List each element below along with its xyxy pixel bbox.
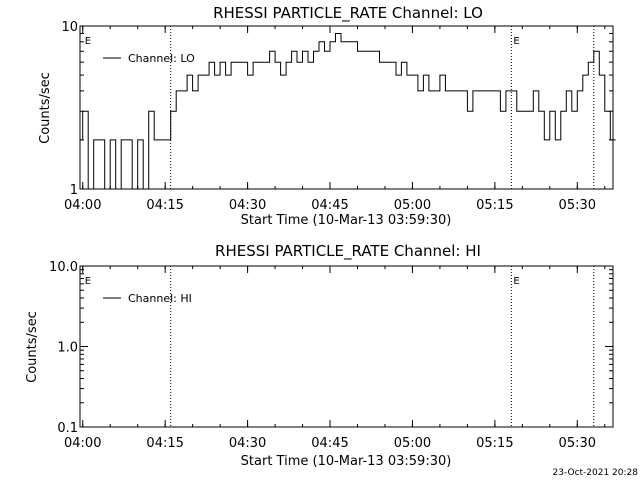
top-x-axis-label: Start Time (10-Mar-13 03:59:30) — [241, 213, 452, 228]
top-y-axis-label: Counts/sec — [38, 72, 53, 144]
bottom-y-tick-label: 1.0 — [57, 341, 78, 356]
bottom-y-tick-label: 10.0 — [49, 260, 78, 275]
top-legend-label: Channel: LO — [128, 52, 195, 65]
top-x-tick-label: 05:15 — [476, 198, 513, 213]
bottom-x-tick-label: 05:30 — [559, 436, 596, 451]
bottom-event-label: E — [513, 276, 519, 287]
bottom-legend-label: Channel: HI — [128, 292, 192, 305]
top-series-line-0 — [80, 33, 616, 190]
bottom-y-tick-label: 0.1 — [57, 421, 78, 436]
bottom-plot-frame — [79, 265, 614, 428]
bottom-x-tick-label: 04:45 — [311, 436, 348, 451]
top-y-tick-label: 1 — [70, 183, 78, 198]
top-x-tick-label: 05:30 — [559, 198, 596, 213]
bottom-x-tick-label: 04:00 — [64, 436, 101, 451]
top-event-label: E — [513, 36, 519, 47]
footer-timestamp: 23-Oct-2021 20:28 — [553, 468, 639, 478]
bottom-x-axis-label: Start Time (10-Mar-13 03:59:30) — [241, 454, 452, 469]
bottom-legend: Channel: HI — [103, 292, 192, 305]
bottom-chart-title: RHESSI PARTICLE_RATE Channel: HI — [215, 242, 481, 261]
top-x-tick-label: 04:00 — [64, 198, 101, 213]
bottom-x-tick-label: 04:30 — [229, 436, 266, 451]
top-x-tick-label: 04:30 — [229, 198, 266, 213]
top-x-tick-label: 05:00 — [394, 198, 431, 213]
bottom-y-axis-label: Counts/sec — [25, 311, 40, 383]
top-x-tick-label: 04:15 — [146, 198, 183, 213]
bottom-x-tick-label: 05:15 — [476, 436, 513, 451]
bottom-x-tick-label: 05:00 — [394, 436, 431, 451]
top-y-tick-label: 10 — [61, 20, 78, 35]
top-plot-layer: 04:00 04:15 04:30 04:45 05:00 05:15 05:30 1 10 E E — [61, 20, 616, 213]
top-legend: Channel: LO — [103, 52, 195, 65]
top-chart-title: RHESSI PARTICLE_RATE Channel: LO — [213, 4, 483, 23]
top-x-tick-label: 04:45 — [311, 198, 348, 213]
bottom-plot-layer: 04:00 04:15 04:30 04:45 05:00 05:15 05:30 0.1 1.… — [49, 260, 613, 451]
top-plot-frame — [79, 25, 614, 190]
bottom-x-tick-label: 04:15 — [146, 436, 183, 451]
bottom-event-label: E — [85, 276, 91, 287]
top-event-label: E — [85, 36, 91, 47]
